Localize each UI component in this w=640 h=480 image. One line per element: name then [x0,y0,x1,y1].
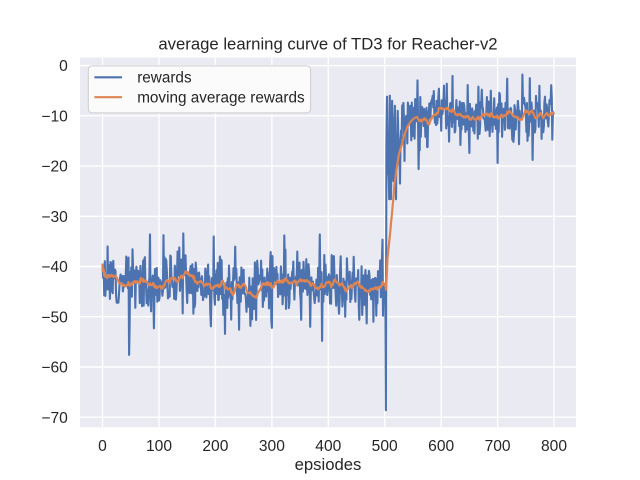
svg-text:average learning curve of TD3: average learning curve of TD3 for Reache… [158,34,497,53]
svg-text:100: 100 [146,438,172,455]
svg-text:0: 0 [98,438,107,455]
svg-text:200: 200 [202,438,228,455]
svg-text:−50: −50 [41,309,68,326]
svg-text:600: 600 [428,438,454,455]
svg-text:−60: −60 [41,360,68,377]
svg-text:500: 500 [372,438,398,455]
svg-text:−40: −40 [41,259,68,276]
svg-text:rewards: rewards [137,70,192,87]
svg-text:epsiodes: epsiodes [295,455,362,474]
svg-text:300: 300 [259,438,285,455]
svg-text:−20: −20 [41,159,68,176]
svg-text:−10: −10 [41,108,68,125]
svg-text:700: 700 [485,438,511,455]
svg-text:−30: −30 [41,209,68,226]
svg-text:moving average rewards: moving average rewards [137,90,305,107]
svg-text:−70: −70 [41,410,68,427]
svg-text:400: 400 [315,438,341,455]
svg-text:0: 0 [59,58,68,75]
svg-text:800: 800 [541,438,567,455]
